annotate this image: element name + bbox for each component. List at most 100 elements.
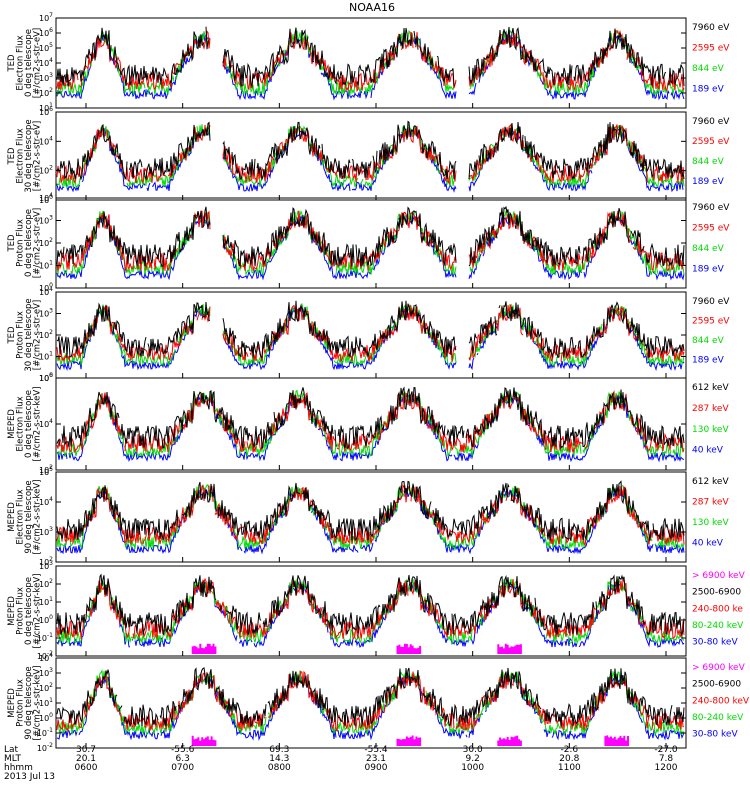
- panel-6-frame: [55, 471, 687, 563]
- panel-1-ytick-label: 101: [39, 102, 53, 113]
- panel-4-legend-1: 7960 eV: [692, 297, 730, 307]
- panel-6-ytick-label: 103: [39, 526, 53, 537]
- x-row-value: 30.7: [76, 745, 96, 755]
- panel-5-legend-3: 130 keV: [692, 425, 729, 435]
- panel-4-ytick-label: 101: [39, 351, 53, 362]
- panel-3-legend-2: 2595 eV: [692, 223, 730, 233]
- x-row-label-hhmm: hhmm: [4, 763, 33, 773]
- panel-8-frame: [55, 657, 687, 749]
- panel-3-ytick-label: 104: [39, 192, 53, 203]
- date-label: 2013 Jul 13: [4, 772, 55, 782]
- panel-7-legend-3: 240-800 ke: [692, 604, 743, 614]
- panel-7-frame: [55, 565, 687, 657]
- panel-8-series-5: [191, 735, 629, 746]
- panel-5-ytick-label: 102: [39, 464, 53, 475]
- panel-6-ytick-label: 105: [39, 466, 53, 477]
- panel-1-ytick-label: 102: [39, 87, 53, 98]
- x-row-label-mlt: MLT: [4, 754, 22, 764]
- panel-6-ylabel: MEPEDElectron Flux90 deg telescope[#/cm2…: [7, 480, 43, 555]
- panel-4-series-1: [56, 306, 685, 372]
- panel-3-ytick-label: 100: [39, 282, 53, 293]
- panel-3-ytick-label: 101: [39, 260, 53, 271]
- panel-2-legend-2: 2595 eV: [692, 137, 730, 147]
- panel-3-series-4: [56, 205, 685, 268]
- panel-7-ytick-label: 101: [39, 596, 53, 607]
- panel-7-legend-2: 2500-6900: [692, 588, 741, 598]
- panel-1-series-4: [56, 26, 685, 88]
- panel-1-ylabel: TEDElectron Flux0 deg telescope[#/cm2-s-…: [7, 28, 43, 98]
- panel-4-ylabel: TEDProton Flux30 deg telescope[#/cm2-s-s…: [7, 298, 43, 371]
- panel-7: 10-2 10-1 100 101 102 103 MEPEDProton Flux0 de…: [7, 560, 746, 661]
- panel-6: 102 103 104 105 MEPEDElectron Flux90 deg tel…: [7, 466, 729, 567]
- panel-3-ytick-label: 102: [39, 237, 53, 248]
- x-row-value: 0900: [365, 763, 388, 773]
- panel-2-frame: [55, 111, 687, 201]
- panel-8-ylabel: MEPEDProton Flux90 deg telescope[#/cm2-s…: [7, 666, 43, 741]
- panel-2-ylabel: TEDElectron Flux30 deg telescope[#/cm2-s…: [7, 119, 43, 192]
- panel-5-legend-4: 40 keV: [692, 446, 724, 456]
- panel-2-series-4: [56, 120, 685, 182]
- panel-5: 102 104 106 MEPEDElectron Flux0 deg telesco…: [7, 372, 729, 475]
- panel-2-ytick-label: 100: [39, 194, 53, 205]
- panel-8-ytick-label: 101: [39, 697, 53, 708]
- panel-8-legend-5: 30-80 keV: [692, 730, 738, 740]
- x-row-value: 9.2: [466, 754, 480, 764]
- x-row-value: 1200: [655, 763, 678, 773]
- panel-5-legend-2: 287 keV: [692, 404, 729, 414]
- panel-8-legend-2: 2500-6900: [692, 680, 741, 690]
- panel-4-legend-4: 189 eV: [692, 356, 725, 366]
- panel-1-ytick-label: 105: [39, 42, 53, 53]
- panel-6-series-4: [56, 480, 685, 541]
- panel-7-ytick-label: 102: [39, 578, 53, 589]
- x-row-value: 14.3: [269, 754, 289, 764]
- panel-2-ytick-label: 102: [39, 165, 53, 176]
- panel-7-ytick-label: 100: [39, 614, 53, 625]
- x-row-value: 30.0: [463, 745, 483, 755]
- panel-3-legend-4: 189 eV: [692, 264, 725, 274]
- panel-7-ytick-label: 10-2: [37, 650, 53, 661]
- x-row-value: 1100: [558, 763, 581, 773]
- x-row-value: -2.6: [561, 745, 579, 755]
- panel-4-ytick-label: 100: [39, 372, 53, 383]
- panel-8-ytick-label: 10-2: [37, 742, 53, 753]
- panel-1-legend-1: 7960 eV: [692, 23, 730, 33]
- panel-1-series-2: [56, 29, 685, 96]
- panel-7-legend-4: 80-240 keV: [692, 621, 744, 631]
- panel-5-series-3: [56, 389, 685, 454]
- panel-1-legend-3: 844 eV: [692, 64, 725, 74]
- panel-5-ytick-label: 104: [39, 418, 53, 429]
- panel-8-ytick-label: 100: [39, 712, 53, 723]
- panel-5-series-4: [56, 386, 685, 450]
- panel-2-ytick-label: 104: [39, 135, 53, 146]
- panel-8: 10-2 10-1 100 101 102 103 104 MEPEDProton Flux9…: [7, 652, 750, 753]
- panel-7-legend-5: 30-80 keV: [692, 638, 738, 648]
- panel-1-ytick-label: 107: [39, 12, 53, 23]
- panel-2: 100 102 104 106 TEDElectron Flux30 deg teles…: [7, 106, 730, 205]
- panel-1: 101 102 103 104 105 106 107 TEDElectron Flux0 d…: [7, 12, 730, 113]
- panel-1-ytick-label: 104: [39, 57, 53, 68]
- x-row-value: 23.1: [366, 754, 386, 764]
- x-row-value: -55.6: [171, 745, 195, 755]
- x-row-value: -55.4: [364, 745, 388, 755]
- x-row-value: 0700: [171, 763, 194, 773]
- panel-7-ytick-label: 103: [39, 560, 53, 571]
- x-row-value: 7.8: [659, 754, 674, 764]
- panel-5-ytick-label: 106: [39, 372, 53, 383]
- panel-3-legend-1: 7960 eV: [692, 203, 730, 213]
- x-row-value: 1000: [461, 763, 484, 773]
- panel-4-ytick-label: 102: [39, 329, 53, 340]
- panel-5-frame: [55, 377, 687, 471]
- panel-6-ytick-label: 104: [39, 496, 53, 507]
- panel-6-legend-3: 130 keV: [692, 518, 729, 528]
- x-row-value: 0800: [268, 763, 291, 773]
- panel-8-series-4: [56, 667, 685, 729]
- x-row-label-lat: Lat: [4, 745, 19, 755]
- panel-4-ytick-label: 103: [39, 308, 53, 319]
- panel-3-legend-3: 844 eV: [692, 244, 725, 254]
- panel-7-ylabel: MEPEDProton Flux0 deg telescope[#/cm2-s-…: [7, 574, 43, 649]
- panel-4-legend-3: 844 eV: [692, 336, 725, 346]
- panel-6-ytick-label: 102: [39, 556, 53, 567]
- panel-3-ylabel: TEDProton Flux0 deg telescope[#/cm2-s-st…: [7, 208, 43, 278]
